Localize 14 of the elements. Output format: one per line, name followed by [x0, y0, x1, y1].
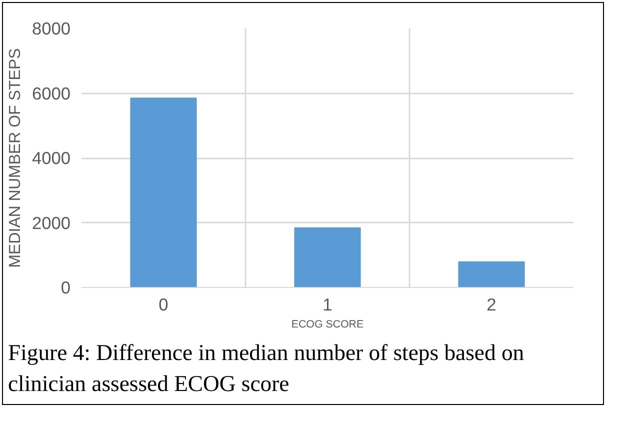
caption: Figure 4: Difference in median number of steps based on clinician assessed ECOG score: [8, 339, 526, 398]
bar: [130, 98, 197, 288]
y-tick-label: 2000: [32, 212, 71, 233]
y-tick-label: 0: [60, 278, 71, 298]
x-axis-title: ECOG SCORE: [291, 318, 364, 330]
bar: [294, 227, 361, 288]
y-tick-label: 8000: [32, 18, 71, 38]
x-tick-label: 1: [322, 294, 332, 314]
y-tick-label: 4000: [32, 148, 71, 168]
x-tick-label: 0: [158, 294, 168, 314]
bar: [458, 261, 525, 288]
x-tick-label: 2: [486, 294, 496, 314]
y-axis-title: MEDIAN NUMBER OF STEPS: [6, 48, 24, 268]
y-tick-label: 6000: [32, 83, 71, 104]
